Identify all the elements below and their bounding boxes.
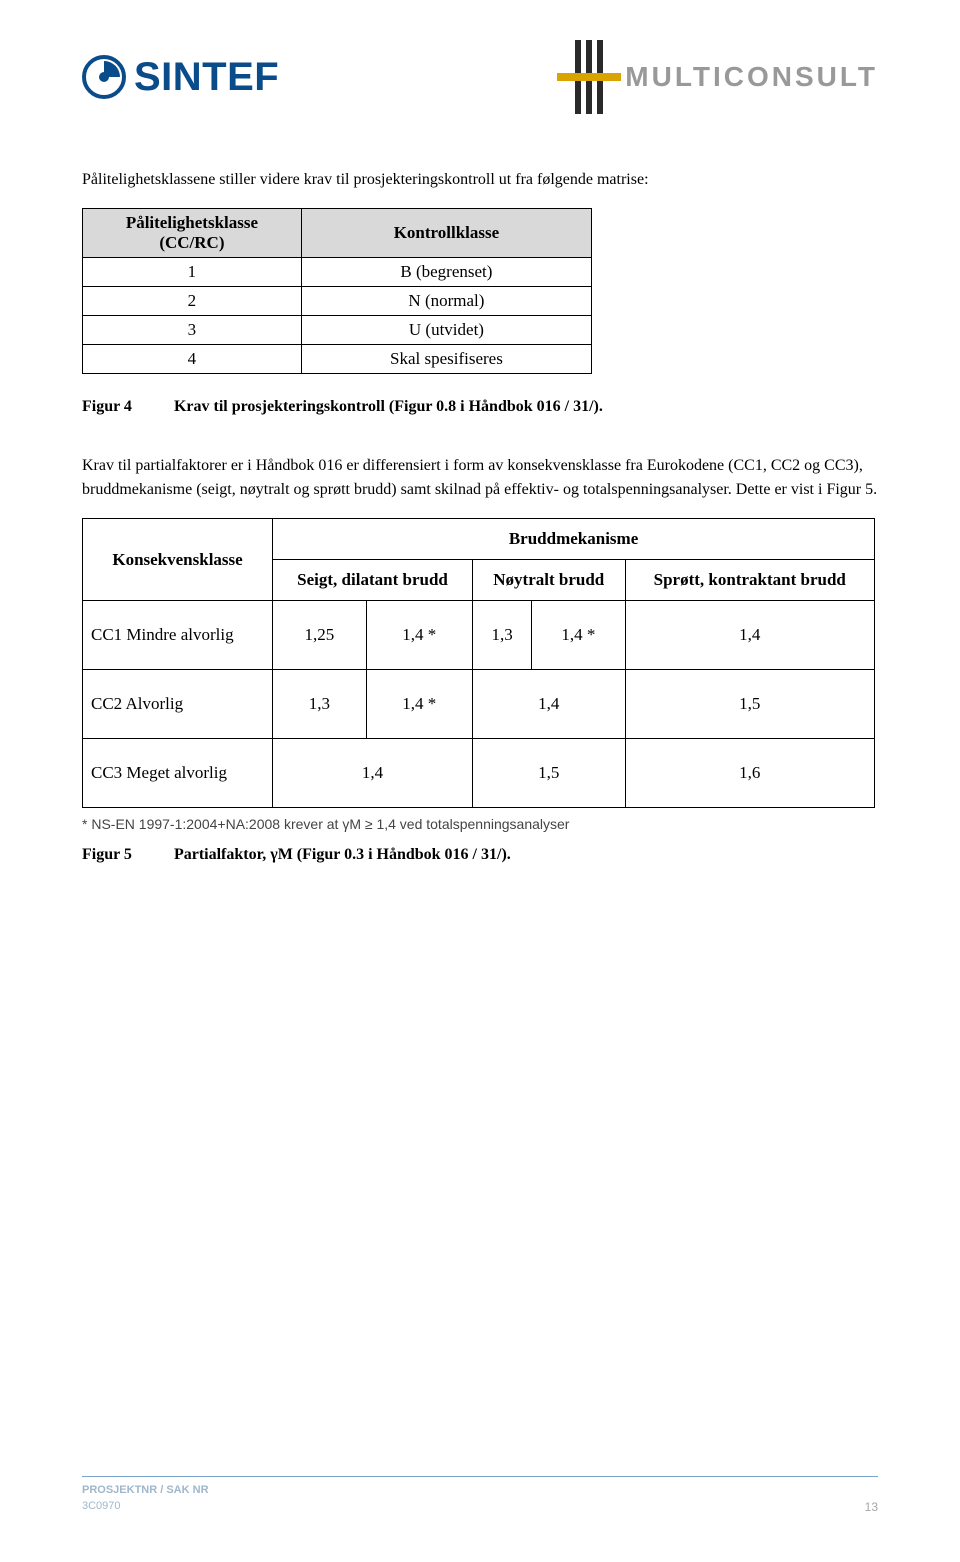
t1-cell-class: 4 [83, 345, 302, 374]
table-row: 3U (utvidet) [83, 316, 592, 345]
figure4-caption: Figur 4 Krav til prosjekteringskontroll … [82, 398, 878, 416]
t2-cell-value: 1,25 [273, 601, 366, 670]
t2-sub-b: Nøytralt brudd [472, 560, 625, 601]
t1-cell-kontroll: B (begrenset) [301, 258, 591, 287]
page-footer: PROSJEKTNR / SAK NR 3C0970 13 [82, 1476, 878, 1514]
table-row: 2N (normal) [83, 287, 592, 316]
table-bruddmekanisme: Konsekvensklasse Bruddmekanisme Seigt, d… [82, 518, 875, 808]
figure5-text: Partialfaktor, γM (Figur 0.3 i Håndbok 0… [174, 846, 511, 864]
t2-top-header: Bruddmekanisme [273, 519, 875, 560]
table-row: 4Skal spesifiseres [83, 345, 592, 374]
multiconsult-text: MULTICONSULT [625, 61, 878, 93]
t2-cell-value: 1,6 [625, 739, 874, 808]
multiconsult-icon [557, 40, 621, 114]
t2-cell-value: 1,4 [273, 739, 473, 808]
t1-cell-class: 2 [83, 287, 302, 316]
t1-col1-header-l1: Pålitelighetsklasse [91, 213, 293, 233]
t2-cell-value: 1,3 [273, 670, 366, 739]
t2-cell-value: 1,5 [472, 739, 625, 808]
t2-cell-klass: CC1 Mindre alvorlig [83, 601, 273, 670]
t2-sub-c: Sprøtt, kontraktant brudd [625, 560, 874, 601]
t1-cell-kontroll: U (utvidet) [301, 316, 591, 345]
t2-cell-value: 1,5 [625, 670, 874, 739]
t1-cell-kontroll: Skal spesifiseres [301, 345, 591, 374]
figure4-label: Figur 4 [82, 398, 132, 416]
t2-cell-value: 1,4 * [366, 601, 472, 670]
t2-cell-klass: CC3 Meget alvorlig [83, 739, 273, 808]
t2-cell-value: 1,4 * [532, 601, 625, 670]
page-number: 13 [865, 1500, 878, 1514]
table-row: 1B (begrenset) [83, 258, 592, 287]
table-kontrollklasse: Pålitelighetsklasse (CC/RC) Kontrollklas… [82, 208, 592, 374]
t1-cell-kontroll: N (normal) [301, 287, 591, 316]
sintef-logo: SINTEF [82, 55, 279, 100]
figure5-caption: Figur 5 Partialfaktor, γM (Figur 0.3 i H… [82, 846, 878, 864]
t2-cell-value: 1,4 [625, 601, 874, 670]
sintef-icon [82, 55, 126, 99]
footer-project-id: 3C0970 [82, 1499, 209, 1514]
table-row: CC1 Mindre alvorlig1,251,4 *1,31,4 *1,4 [83, 601, 875, 670]
footer-left: PROSJEKTNR / SAK NR 3C0970 [82, 1483, 209, 1514]
page: SINTEF MULTICONSULT Pålitelighetsklassen… [0, 0, 960, 1562]
t1-cell-class: 3 [83, 316, 302, 345]
table2-footnote: * NS-EN 1997-1:2004+NA:2008 krever at γM… [82, 816, 878, 832]
page-header: SINTEF MULTICONSULT [82, 40, 878, 114]
t2-cell-value: 1,4 * [366, 670, 472, 739]
intro-paragraph: Pålitelighetsklassene stiller videre kra… [82, 168, 878, 192]
t2-cell-value: 1,3 [472, 601, 531, 670]
t1-col2-header: Kontrollklasse [301, 209, 591, 258]
paragraph-partialfaktorer: Krav til partialfaktorer er i Håndbok 01… [82, 454, 878, 502]
t2-cell-klass: CC2 Alvorlig [83, 670, 273, 739]
t1-cell-class: 1 [83, 258, 302, 287]
t2-col1-header: Konsekvensklasse [83, 519, 273, 601]
sintef-text: SINTEF [134, 55, 279, 100]
figure5-label: Figur 5 [82, 846, 132, 864]
t2-cell-value: 1,4 [472, 670, 625, 739]
figure4-text: Krav til prosjekteringskontroll (Figur 0… [174, 398, 603, 416]
table-row: CC2 Alvorlig1,31,4 *1,41,5 [83, 670, 875, 739]
multiconsult-logo: MULTICONSULT [557, 40, 878, 114]
table-row: CC3 Meget alvorlig1,41,51,6 [83, 739, 875, 808]
t1-col1-header-l2: (CC/RC) [91, 233, 293, 253]
t2-sub-a: Seigt, dilatant brudd [273, 560, 473, 601]
footer-project-label: PROSJEKTNR / SAK NR [82, 1483, 209, 1498]
